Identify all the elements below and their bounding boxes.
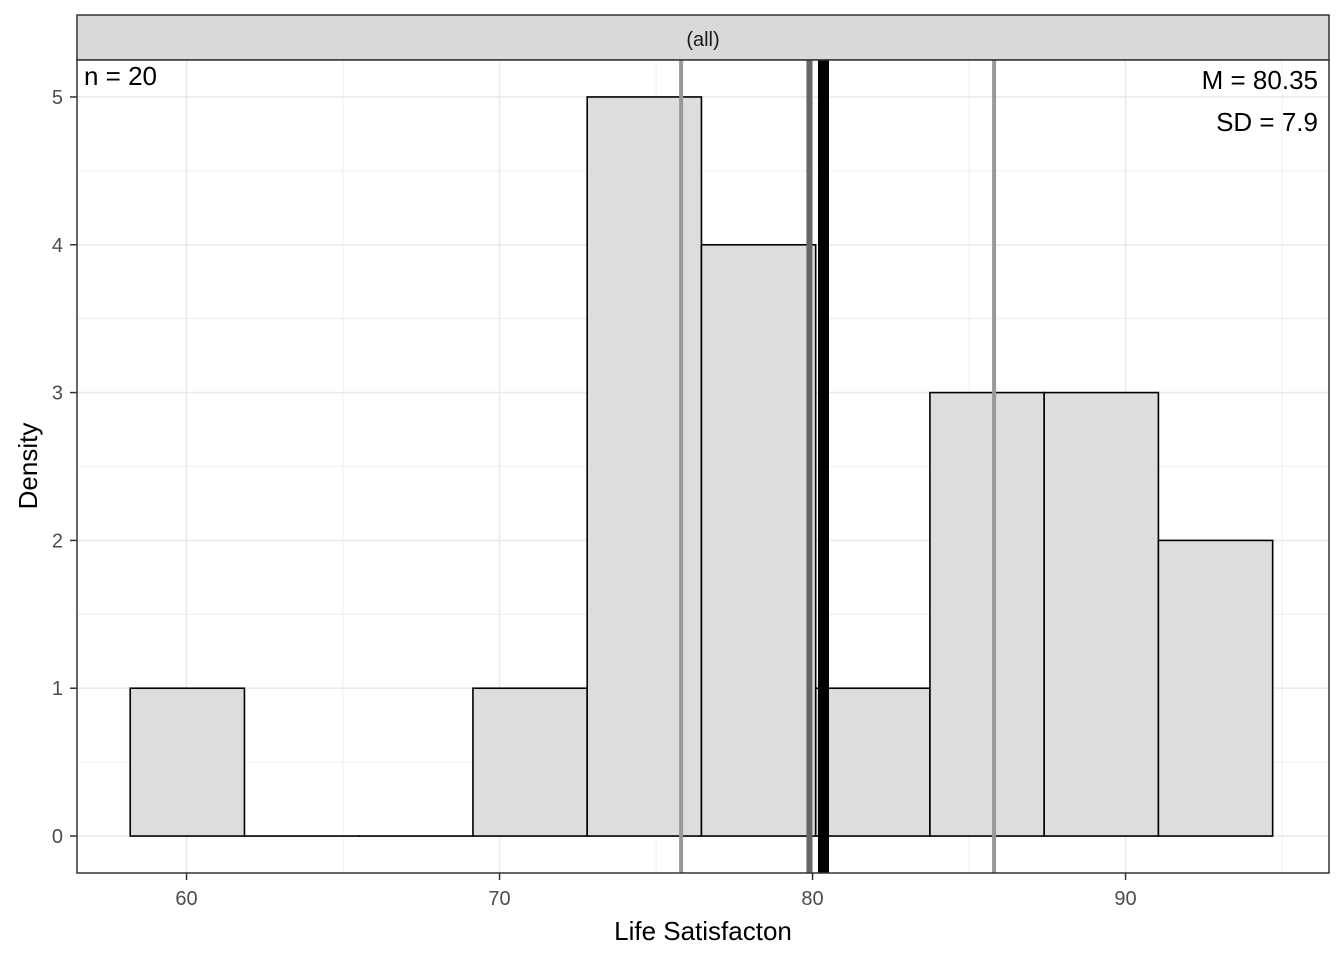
x-tick-label: 70 bbox=[488, 888, 510, 910]
y-tick-label: 4 bbox=[52, 235, 63, 257]
histogram-bar bbox=[929, 391, 1045, 837]
facet-strip bbox=[76, 14, 1330, 61]
histogram-bar bbox=[700, 243, 817, 837]
y-axis-title: Density bbox=[13, 423, 43, 510]
x-tick-label: 60 bbox=[175, 888, 197, 910]
histogram-bar bbox=[1157, 539, 1274, 837]
n-annotation: n = 20 bbox=[84, 61, 157, 91]
sd-annotation: SD = 7.9 bbox=[1216, 107, 1318, 137]
y-tick-label: 2 bbox=[52, 530, 63, 552]
y-tick-label: 0 bbox=[52, 826, 63, 848]
y-tick-label: 3 bbox=[52, 383, 63, 405]
histogram-bar bbox=[814, 687, 931, 837]
histogram-bar bbox=[129, 687, 246, 837]
facet-strip-label: (all) bbox=[686, 29, 719, 51]
y-tick-label: 5 bbox=[52, 87, 63, 109]
y-tick-label: 1 bbox=[52, 678, 63, 700]
x-tick-label: 80 bbox=[801, 888, 823, 910]
x-axis-title: Life Satisfacton bbox=[614, 916, 792, 946]
histogram-bar bbox=[472, 687, 588, 837]
axis-ticks: 60 70 80 90 0 1 2 3 4 5 bbox=[52, 87, 1137, 910]
reference-lines bbox=[679, 60, 997, 873]
x-tick-label: 90 bbox=[1114, 888, 1136, 910]
histogram-bar bbox=[586, 96, 703, 837]
plot-panel-border bbox=[76, 59, 1330, 874]
mean-annotation: M = 80.35 bbox=[1202, 65, 1318, 95]
histogram-bar bbox=[1043, 391, 1160, 837]
